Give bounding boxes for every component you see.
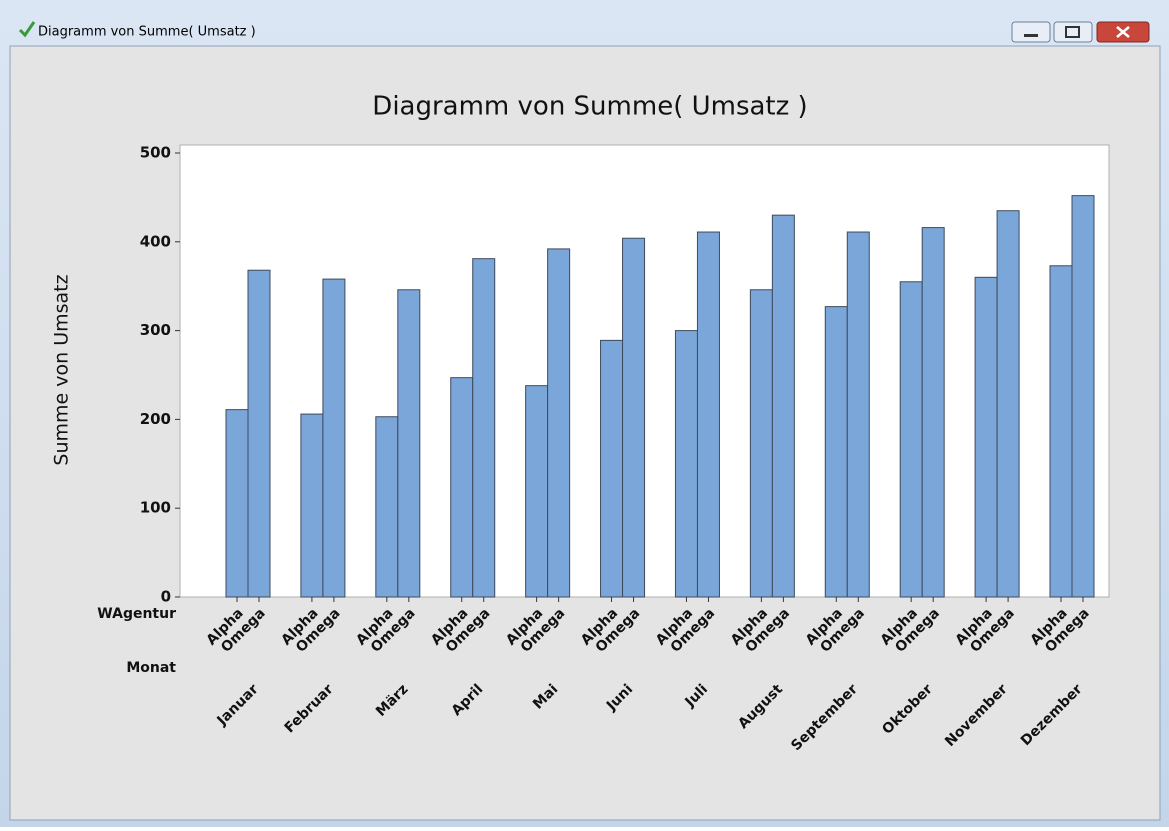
bar (450, 377, 474, 598)
bar (247, 269, 271, 598)
y-axis-label: Summe von Umsatz (51, 274, 73, 465)
y-tick-label: 500 (140, 144, 171, 162)
chart-title: Diagramm von Summe( Umsatz ) (372, 92, 807, 122)
bar (375, 416, 399, 598)
window-title: Diagramm von Summe( Umsatz ) (38, 25, 256, 40)
window-icon (18, 21, 36, 38)
bar (1049, 265, 1073, 598)
bar (974, 276, 998, 598)
bar (300, 413, 324, 598)
maximize-icon (1065, 26, 1080, 38)
y-tick-label: 300 (140, 321, 171, 339)
bar (1071, 195, 1095, 598)
y-tick-label: 0 (161, 588, 171, 606)
bar (899, 281, 923, 598)
y-tick-label: 100 (140, 499, 171, 517)
bar (996, 210, 1020, 598)
bar (397, 289, 421, 598)
y-tick-label: 200 (140, 410, 171, 428)
bar (600, 339, 624, 598)
minimize-button[interactable] (1011, 21, 1051, 43)
bar (622, 237, 646, 598)
category-label: Monat (126, 660, 176, 676)
bar (771, 214, 795, 598)
bar (472, 258, 496, 598)
bar (749, 289, 773, 598)
bar (674, 330, 698, 598)
bar (525, 385, 549, 598)
bar (225, 409, 249, 598)
bar (696, 231, 720, 598)
y-tick-label: 400 (140, 232, 171, 250)
bar (921, 227, 945, 598)
close-icon (1116, 26, 1130, 38)
bar (547, 248, 571, 598)
minimize-icon (1024, 34, 1038, 37)
bar (846, 231, 870, 598)
bar (322, 278, 346, 598)
group-label: WAgentur (97, 606, 176, 622)
bar (824, 306, 848, 598)
maximize-button[interactable] (1053, 21, 1093, 43)
